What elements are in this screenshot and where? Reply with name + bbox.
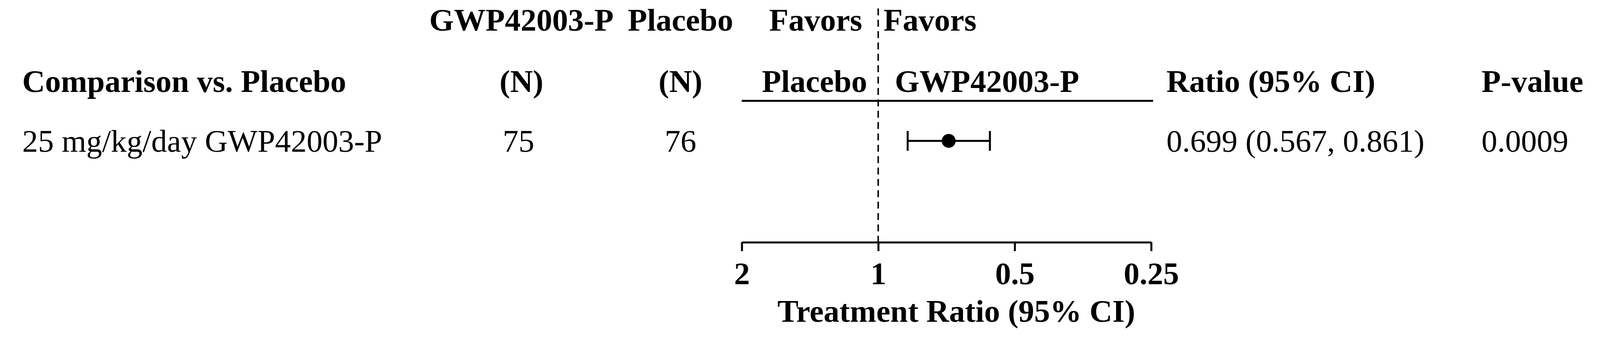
x-axis-line [742,241,1152,244]
favors-label: GWP42003-P [894,63,1080,99]
x-axis-title: Treatment Ratio (95% CI) [777,293,1136,329]
forest-plot: Comparison vs. Placebo GWP42003-P (N) Place… [0,0,1600,346]
ci-cap [906,130,909,151]
n-control: 76 [664,123,697,159]
ratio-label: 0.699 (0.567, 0.861) [1166,123,1425,159]
column-header: P-value [1481,63,1584,99]
x-tick-label: 1 [870,255,887,291]
reference-line [877,8,880,242]
x-tick-mark [877,241,880,251]
x-tick: 1 [870,241,887,291]
point-estimate [941,133,956,148]
favors-label: Favors [769,2,863,38]
x-tick-label: 0.25 [1123,255,1180,291]
row-label: 25 mg/kg/day GWP42003-P [22,123,383,159]
column-header: Placebo [627,2,733,38]
x-tick-label: 0.5 [995,255,1035,291]
texts: Comparison vs. Placebo GWP42003-P (N) Place… [22,2,1584,329]
ci-cap [989,130,992,151]
column-header: (N) [658,63,703,99]
x-tick-label: 2 [734,255,751,291]
marks [907,130,991,151]
x-tick-mark [741,241,744,251]
x-tick-mark [1013,241,1016,251]
n-treatment: 75 [502,123,535,159]
x-tick: 2 [734,241,751,291]
column-header: GWP42003-P [429,2,614,38]
column-header: Comparison vs. Placebo [22,63,347,99]
x-tick-mark [1150,241,1153,251]
x-tick: 0.5 [995,241,1035,291]
p-value: 0.0009 [1481,123,1569,159]
chart-container: Comparison vs. Placebo GWP42003-P (N) Place… [0,0,1600,346]
confidence-interval [907,130,991,151]
x-axis: 2 1 0.5 0.25 [734,241,1180,291]
header-underline [741,99,1154,102]
column-header: (N) [499,63,544,99]
favors-label: Placebo [761,63,868,99]
column-header: Ratio (95% CI) [1166,63,1376,99]
favors-label: Favors [883,2,977,38]
x-tick: 0.25 [1123,241,1180,291]
